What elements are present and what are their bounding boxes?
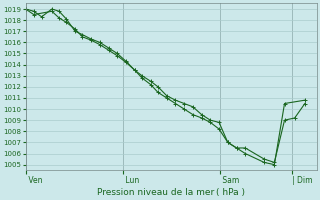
X-axis label: Pression niveau de la mer ( hPa ): Pression niveau de la mer ( hPa )	[97, 188, 245, 197]
